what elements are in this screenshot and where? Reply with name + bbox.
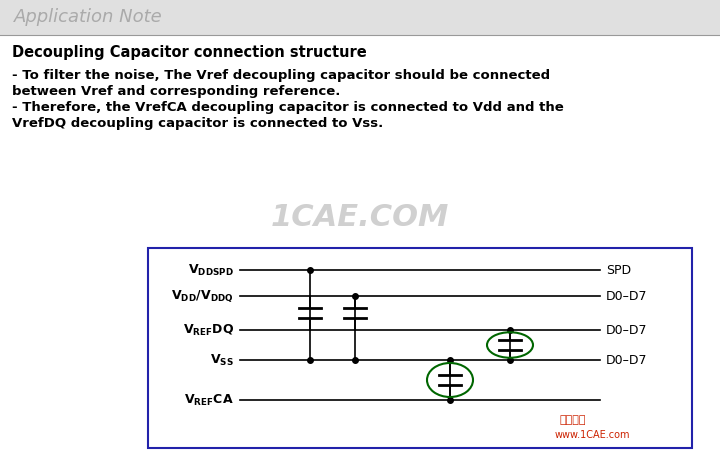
Bar [0, 0, 720, 35]
Text: $\mathbf{V}_{\mathbf{SS}}$: $\mathbf{V}_{\mathbf{SS}}$ [210, 352, 234, 368]
Text: - To filter the noise, The Vref decoupling capacitor should be connected: - To filter the noise, The Vref decoupli… [12, 69, 550, 82]
Text: Application Note: Application Note [14, 9, 163, 27]
Text: $\mathbf{V}_{\mathbf{REF}}$DQ: $\mathbf{V}_{\mathbf{REF}}$DQ [183, 323, 234, 338]
Text: between Vref and corresponding reference.: between Vref and corresponding reference… [12, 85, 341, 98]
Text: SPD: SPD [606, 264, 631, 276]
Text: VrefDQ decoupling capacitor is connected to Vss.: VrefDQ decoupling capacitor is connected… [12, 117, 383, 130]
Text: $\mathbf{V}$$_{\mathbf{DDSPD}}$: $\mathbf{V}$$_{\mathbf{DDSPD}}$ [188, 262, 234, 278]
Text: D0–D7: D0–D7 [606, 354, 647, 366]
Bar [148, 248, 692, 448]
Text: $\mathbf{V}_{\mathbf{DD}}$/$\mathbf{V}_{\mathbf{DDQ}}$: $\mathbf{V}_{\mathbf{DD}}$/$\mathbf{V}_{… [171, 288, 234, 304]
Text: www.1CAE.com: www.1CAE.com [555, 430, 631, 440]
Text: Decoupling Capacitor connection structure: Decoupling Capacitor connection structur… [12, 45, 366, 60]
Text: D0–D7: D0–D7 [606, 289, 647, 302]
Text: D0–D7: D0–D7 [606, 324, 647, 337]
Text: 仿真在线: 仿真在线 [560, 415, 587, 425]
Text: - Therefore, the VrefCA decoupling capacitor is connected to Vdd and the: - Therefore, the VrefCA decoupling capac… [12, 101, 564, 114]
Text: 1CAE.COM: 1CAE.COM [271, 203, 449, 233]
Text: $\mathbf{V}_{\mathbf{REF}}$CA: $\mathbf{V}_{\mathbf{REF}}$CA [184, 392, 234, 408]
